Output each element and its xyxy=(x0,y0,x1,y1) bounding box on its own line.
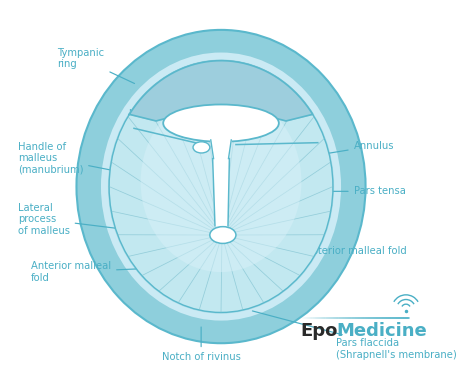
Text: Epo: Epo xyxy=(301,322,338,340)
Ellipse shape xyxy=(210,226,236,243)
Ellipse shape xyxy=(163,105,279,142)
Text: Pars tensa: Pars tensa xyxy=(306,186,405,196)
Text: Medicine: Medicine xyxy=(336,322,427,340)
Ellipse shape xyxy=(101,53,340,320)
Polygon shape xyxy=(129,61,313,121)
Text: Posterior malleal fold: Posterior malleal fold xyxy=(268,246,406,262)
Ellipse shape xyxy=(141,92,301,272)
Text: Annulus: Annulus xyxy=(312,141,394,156)
Text: Tympanic
ring: Tympanic ring xyxy=(57,48,135,84)
Ellipse shape xyxy=(76,30,365,343)
Text: Pars flaccida
(Shrapnell's membrane): Pars flaccida (Shrapnell's membrane) xyxy=(253,311,456,360)
Text: Notch of rivinus: Notch of rivinus xyxy=(162,327,241,362)
Ellipse shape xyxy=(109,61,333,312)
Text: Lateral
process
of malleus: Lateral process of malleus xyxy=(18,203,154,236)
Polygon shape xyxy=(213,159,229,226)
Polygon shape xyxy=(211,140,231,159)
Text: Handle of
malleus
(manubrium): Handle of malleus (manubrium) xyxy=(18,141,190,186)
Ellipse shape xyxy=(193,142,210,153)
Text: Umbo: Umbo xyxy=(128,110,199,128)
Text: Anterior malleal
fold: Anterior malleal fold xyxy=(31,261,150,283)
